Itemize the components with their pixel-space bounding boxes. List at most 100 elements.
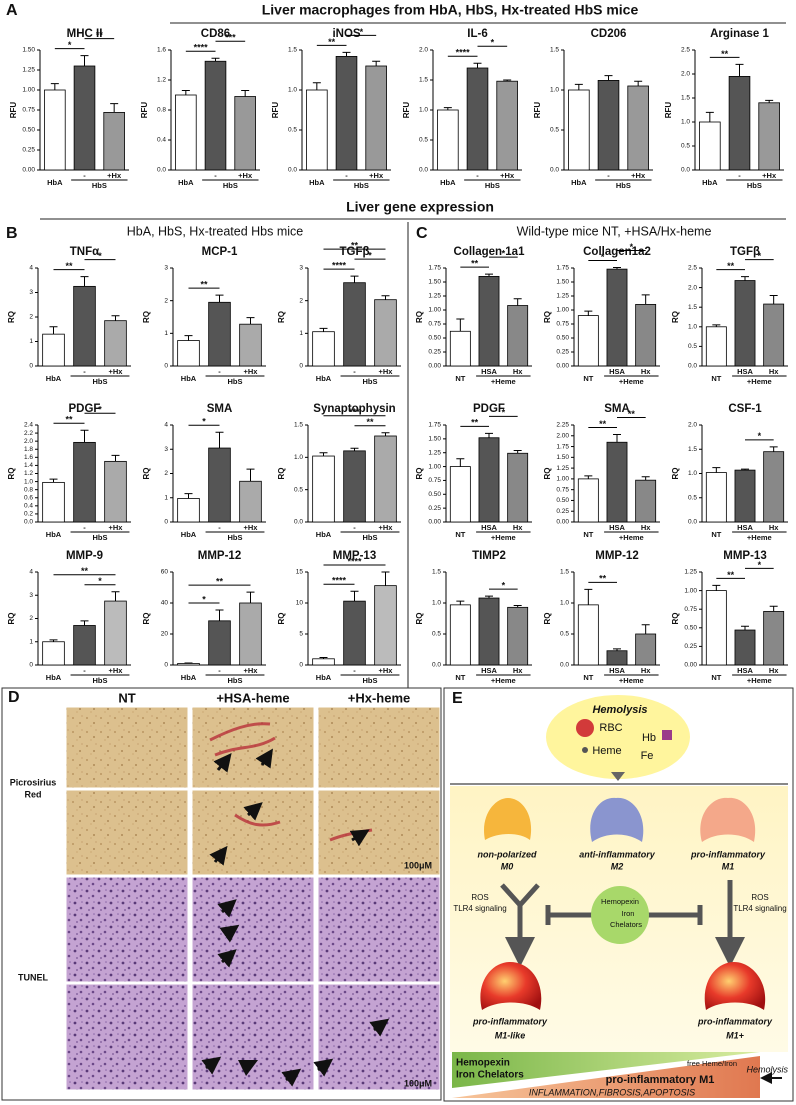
- y-tick-label: 4: [164, 422, 168, 429]
- x-tick-label: HbA: [46, 673, 62, 682]
- y-tick-label: 1.00: [556, 307, 569, 314]
- x-tick-label: HbA: [46, 530, 62, 539]
- y-tick-label: 2.0: [688, 284, 697, 291]
- x-tick-label: HbA: [181, 530, 197, 539]
- y-tick-label: 0.0: [432, 662, 441, 669]
- significance-label: *: [68, 40, 72, 50]
- label: M0: [501, 861, 514, 871]
- error-bar: [319, 657, 328, 659]
- y-tick-label: 0.2: [24, 511, 33, 518]
- chart-title: CD206: [591, 28, 627, 40]
- y-axis-label: RQ: [277, 613, 286, 625]
- bar: [478, 597, 500, 666]
- micrograph: [65, 789, 189, 876]
- y-tick-label: 3: [164, 446, 168, 453]
- y-tick-label: 1.00: [428, 463, 441, 470]
- x-tick-label: Hx: [641, 367, 651, 376]
- x-tick-label: -: [83, 171, 86, 180]
- y-tick-label: 0.5: [688, 343, 697, 350]
- y-tick-label: 0.75: [428, 477, 441, 484]
- y-tick-label: 0.50: [684, 625, 697, 632]
- error-bar: [456, 318, 465, 332]
- x-tick-label: HSA: [481, 523, 497, 532]
- y-tick-label: 1.5: [560, 569, 569, 576]
- micrograph: [191, 983, 315, 1091]
- bar: [705, 326, 727, 367]
- bar: [208, 620, 231, 666]
- y-axis-label: RQ: [142, 613, 151, 625]
- error-bar: [473, 62, 482, 68]
- bar: [175, 94, 197, 171]
- bar: [177, 663, 200, 666]
- group-label: +Heme: [747, 676, 772, 685]
- micrograph: [317, 983, 441, 1091]
- y-axis-label: RFU: [9, 102, 18, 119]
- bar: [343, 282, 366, 367]
- y-tick-label: 1.5: [681, 95, 690, 102]
- error-bar: [381, 295, 390, 300]
- bar: [568, 89, 590, 171]
- group-label: HbS: [363, 676, 378, 685]
- bar: [343, 600, 366, 666]
- y-tick-label: 0.75: [684, 606, 697, 613]
- panel-border: [1, 687, 442, 1101]
- panel-title: Wild-type mice NT, +HSA/Hx-heme: [517, 224, 712, 238]
- y-tick-label: 2.5: [688, 265, 697, 272]
- y-tick-label: 0.25: [428, 505, 441, 512]
- significance-label: **: [65, 415, 73, 425]
- y-tick-label: 1.50: [556, 279, 569, 286]
- y-tick-label: 2: [164, 470, 168, 477]
- label: free Heme/Iron: [687, 1059, 737, 1068]
- x-tick-label: HbA: [309, 178, 325, 187]
- error-bar: [613, 266, 621, 270]
- error-bar: [80, 276, 89, 287]
- y-tick-label: 1.2: [24, 470, 33, 477]
- bar: [449, 466, 471, 523]
- error-bar: [584, 310, 593, 316]
- significance-label: *: [202, 594, 206, 604]
- y-tick-label: 0.5: [294, 486, 303, 493]
- wedge: [452, 1052, 760, 1088]
- x-tick-label: Hx: [513, 523, 523, 532]
- y-tick-label: 2.25: [556, 422, 569, 429]
- bar: [466, 67, 489, 171]
- error-bar: [80, 620, 89, 626]
- section-title: Liver gene expression: [346, 199, 494, 215]
- y-tick-label: 1.75: [556, 265, 569, 272]
- x-tick-label: -: [353, 666, 356, 675]
- bar: [734, 280, 756, 367]
- chart-title: MHC II: [67, 28, 103, 40]
- y-tick-label: 1.5: [294, 422, 303, 429]
- label: pro-inflammatory: [472, 1016, 548, 1026]
- y-tick-label: 0.50: [428, 491, 441, 498]
- y-tick-label: 1.25: [22, 67, 35, 74]
- x-tick-label: +Hx: [244, 666, 259, 675]
- significance-label: *: [98, 251, 102, 261]
- y-tick-label: 0.50: [556, 335, 569, 342]
- bar: [312, 455, 335, 523]
- significance-label: *: [491, 38, 495, 48]
- x-tick-label: +Hx: [631, 171, 646, 180]
- y-tick-label: 15: [296, 569, 304, 576]
- x-tick-label: +Hx: [107, 171, 122, 180]
- x-tick-label: HSA: [737, 666, 753, 675]
- y-tick-label: 60: [161, 569, 169, 576]
- column-header: +HSA-heme: [216, 690, 289, 705]
- x-tick-label: -: [214, 171, 217, 180]
- group-label: HbS: [363, 377, 378, 386]
- group-label: HbS: [228, 377, 243, 386]
- error-bar: [246, 317, 255, 325]
- y-tick-label: 1.50: [22, 47, 35, 54]
- y-tick-label: 0.25: [556, 349, 569, 356]
- x-tick-label: NT: [711, 530, 721, 539]
- group-label: HbS: [747, 181, 762, 190]
- label: ROS: [471, 893, 488, 902]
- x-tick-label: +Hx: [109, 523, 124, 532]
- error-bar: [381, 432, 390, 436]
- label: Iron: [622, 909, 635, 918]
- y-tick-label: 2.0: [24, 438, 33, 445]
- x-tick-label: HSA: [609, 523, 625, 532]
- y-axis-label: RQ: [671, 311, 680, 323]
- bar: [335, 56, 358, 171]
- y-tick-label: 1.75: [428, 265, 441, 272]
